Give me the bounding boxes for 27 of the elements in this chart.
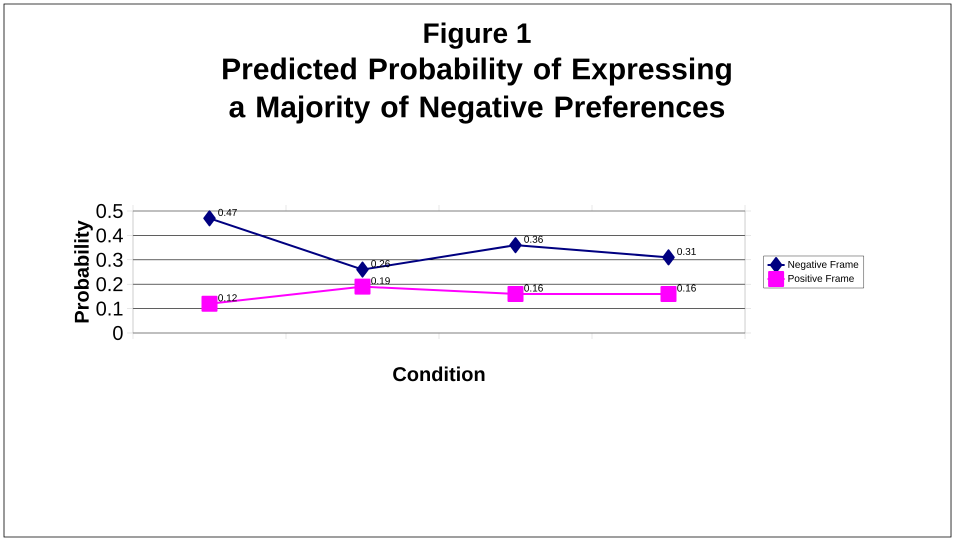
- data-label: 0.16: [524, 284, 543, 292]
- x-axis-title: Condition: [393, 366, 484, 382]
- y-tick-label: 0.3: [96, 252, 123, 267]
- chart-subtitle: Predicted Probability of Expressing a Majority of Negative Preferences: [223, 58, 731, 124]
- y-axis-title: Probability: [74, 220, 93, 322]
- y-tick-label: 0.2: [96, 277, 122, 292]
- point: [202, 296, 218, 312]
- data-label: 0.26: [371, 260, 390, 268]
- data-label: 0.16: [677, 284, 696, 292]
- data-label: 0.12: [218, 294, 237, 302]
- y-tick-label: 0.5: [96, 204, 123, 218]
- legend-label: Negative Frame: [788, 260, 858, 270]
- y-tick-label: 0: [113, 326, 123, 340]
- point: [660, 286, 677, 302]
- point: [508, 286, 524, 302]
- y-tick-label: 0.4: [96, 228, 123, 242]
- chart-title: Figure 1: [424, 22, 531, 49]
- point: [356, 262, 369, 278]
- data-label: 0.47: [218, 208, 237, 216]
- data-label: 0.31: [677, 248, 696, 256]
- legend-label: Positive Frame: [788, 274, 854, 282]
- y-tick-label: 0.1: [96, 302, 122, 316]
- data-label: 0.36: [524, 236, 543, 243]
- point: [354, 278, 371, 295]
- point: [509, 237, 522, 254]
- point: [662, 249, 675, 266]
- point: [203, 210, 216, 226]
